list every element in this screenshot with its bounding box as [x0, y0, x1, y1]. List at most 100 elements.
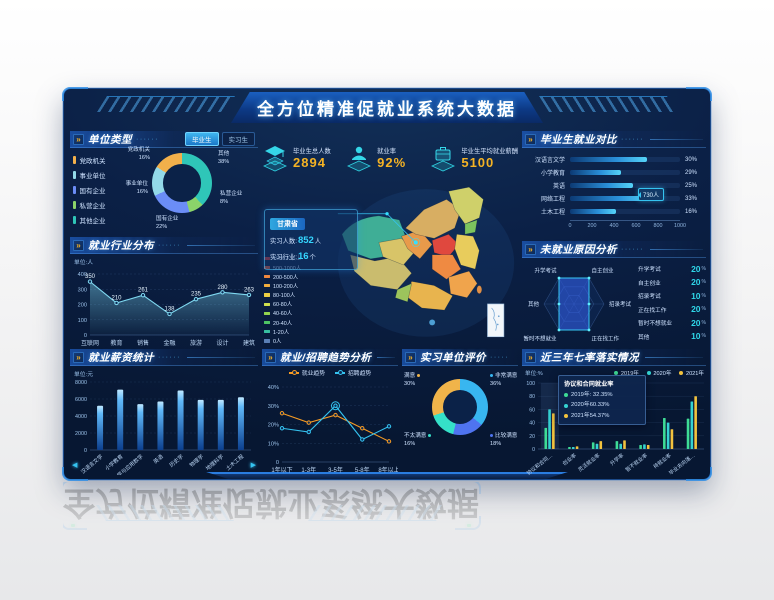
- donut-label: 满意 30%: [404, 373, 422, 388]
- stat-value: 5100: [461, 155, 495, 170]
- legend-label: 其他: [638, 334, 650, 341]
- panel-unemployment-reasons: » 未就业原因分析 ······ 升学考试 自主创业 招录考试 正在找工作 暂时不想就业…: [522, 241, 706, 347]
- page-title: 全方位精准促就业系统大数据: [63, 485, 480, 521]
- briefcase-icon: [431, 147, 456, 172]
- legend-item-2020: 2020年: [646, 369, 671, 377]
- seven-rates-bar-chart: 0 20 40 60 80 100 协议和合同… 创业率 灵活就业率 升学率 暂不就业率 待就业率 毕业…: [522, 379, 706, 475]
- industry-line-chart: 0 100 200 300 400 互联网 教育 销售 金融 旅游 设计 建筑 350 210 261 138…: [70, 265, 258, 347]
- comparison-row: 小学教育 29%: [522, 166, 706, 179]
- title-band: 全方位精准促就业系统大数据: [231, 92, 543, 123]
- panel-internship-evaluation: » 实习单位评价 ····· 满意 30% 非常满意 36% 比较满意 18% 不太…: [402, 349, 518, 475]
- bar-track: [570, 183, 680, 188]
- data-point: [386, 424, 392, 429]
- radar-vertex: [587, 302, 591, 306]
- panel-arrow-icon: »: [525, 243, 536, 255]
- panel-arrow-icon: »: [73, 351, 84, 363]
- axis-label: 10%: [268, 441, 279, 447]
- bar: [117, 389, 124, 450]
- axis-label: 350: [85, 274, 96, 280]
- data-point: [193, 296, 199, 302]
- bar: [575, 446, 579, 449]
- unit-type-tabs: 毕业生 实习生: [185, 132, 255, 146]
- panel-title: 单位类型: [88, 133, 132, 146]
- bar: [570, 157, 647, 162]
- map-tooltip: 甘肃省 实习人数:852人 实习行业:16个: [264, 209, 358, 271]
- axis-label: 300: [78, 287, 87, 293]
- indicator-lamp: [71, 524, 75, 527]
- axis-label: 5-8年: [355, 466, 370, 474]
- stat-label: 毕业生总人数: [293, 148, 331, 155]
- china-map: [337, 186, 515, 338]
- bottom-trim-decoration: [206, 472, 568, 480]
- legend-label: 暂时不想就业: [638, 321, 673, 328]
- bar: [197, 399, 204, 450]
- legend-swatch: [264, 339, 270, 343]
- legend-item: 其他企业: [73, 215, 106, 225]
- radar-legend-item: 招录考试 10%: [638, 289, 706, 303]
- header-stripe-decoration-right: [539, 96, 677, 112]
- axis-label: 金融: [163, 339, 175, 347]
- donut-label: 不太满意 16%: [404, 433, 433, 448]
- bar: [619, 443, 622, 449]
- axis-label: 毕业去向落…: [667, 451, 696, 475]
- axis-label: 自主创业: [592, 267, 615, 275]
- header-stripe-decoration-right: [308, 505, 447, 521]
- axis-label: 60: [529, 407, 535, 413]
- panel-trend-header: » 就业/招聘趋势分析: [262, 349, 398, 366]
- axis-tick: 1000: [674, 223, 686, 229]
- axis-label: 280: [217, 285, 228, 291]
- header-dots-decoration: ······: [621, 245, 644, 253]
- dashboard: 全方位精准促就业系统大数据 » 单位类型 ······ 毕业生 实习生 党政机关…: [63, 482, 482, 530]
- panel-unit-type-header: » 单位类型 ······ 毕业生 实习生: [70, 131, 258, 148]
- indicator-lamp: [467, 524, 472, 527]
- header-stripe-decoration-left: [97, 96, 235, 112]
- axis-label: 0: [276, 460, 279, 466]
- axis-label: 4000: [75, 414, 87, 420]
- indicator-lamp: [531, 93, 535, 96]
- evaluation-donut-chart: [432, 379, 488, 435]
- donut-label: 党政机关 16%: [127, 147, 150, 161]
- tooltip-row: 实习人数:852人: [270, 235, 322, 246]
- axis-tick: 800: [653, 223, 663, 229]
- seven-rates-legend: 2019年 2020年 2021年: [614, 369, 704, 377]
- bar: [570, 183, 633, 188]
- bar: [615, 441, 619, 449]
- axis-label: 0: [532, 447, 535, 453]
- data-point: [306, 420, 311, 425]
- bar: [666, 422, 670, 449]
- tab-graduates[interactable]: 毕业生: [185, 132, 219, 146]
- bar: [137, 404, 144, 450]
- legend-swatch: [264, 302, 270, 306]
- data-point: [306, 429, 311, 435]
- panel-title: 就业/招聘趋势分析: [280, 351, 372, 364]
- line-series: [281, 412, 390, 442]
- radar-chart: 升学考试 自主创业 招录考试 正在找工作 暂时不想就业 其他: [522, 259, 636, 347]
- data-point: [333, 403, 338, 408]
- panel-comparison-header: » 毕业生就业对比 ······: [522, 131, 706, 148]
- trend-line-chart: 0 10% 20% 30% 40% 1年以下 1-3年 3-5年 5-8年 8年以上: [262, 379, 398, 475]
- bar: [568, 447, 571, 449]
- axis-label: 3-5年: [328, 466, 343, 474]
- legend-label: 80-100人: [273, 293, 296, 300]
- bar: [595, 443, 599, 449]
- radar-vertex: [587, 276, 591, 280]
- corner-accent: [63, 516, 87, 530]
- bar: [643, 444, 646, 449]
- donut-hole: [442, 389, 478, 425]
- legend-label: 其他企业: [79, 218, 106, 225]
- scroll-right-arrow[interactable]: ▶: [250, 462, 256, 469]
- bar: [623, 440, 626, 449]
- header-line-decoration: [187, 356, 255, 358]
- percent-sign: %: [701, 265, 706, 272]
- donut-label: 事业单位 16%: [125, 181, 148, 195]
- bar: [670, 429, 674, 449]
- bar: [570, 196, 651, 201]
- radar-legend-item: 自主创业 20%: [638, 276, 706, 290]
- tab-interns[interactable]: 实习生: [221, 132, 255, 146]
- bar: [570, 170, 621, 175]
- panel-title: 毕业生就业对比: [540, 133, 617, 146]
- bar: [571, 447, 575, 449]
- bar-track: [570, 196, 680, 201]
- scroll-left-arrow[interactable]: ◀: [72, 462, 78, 469]
